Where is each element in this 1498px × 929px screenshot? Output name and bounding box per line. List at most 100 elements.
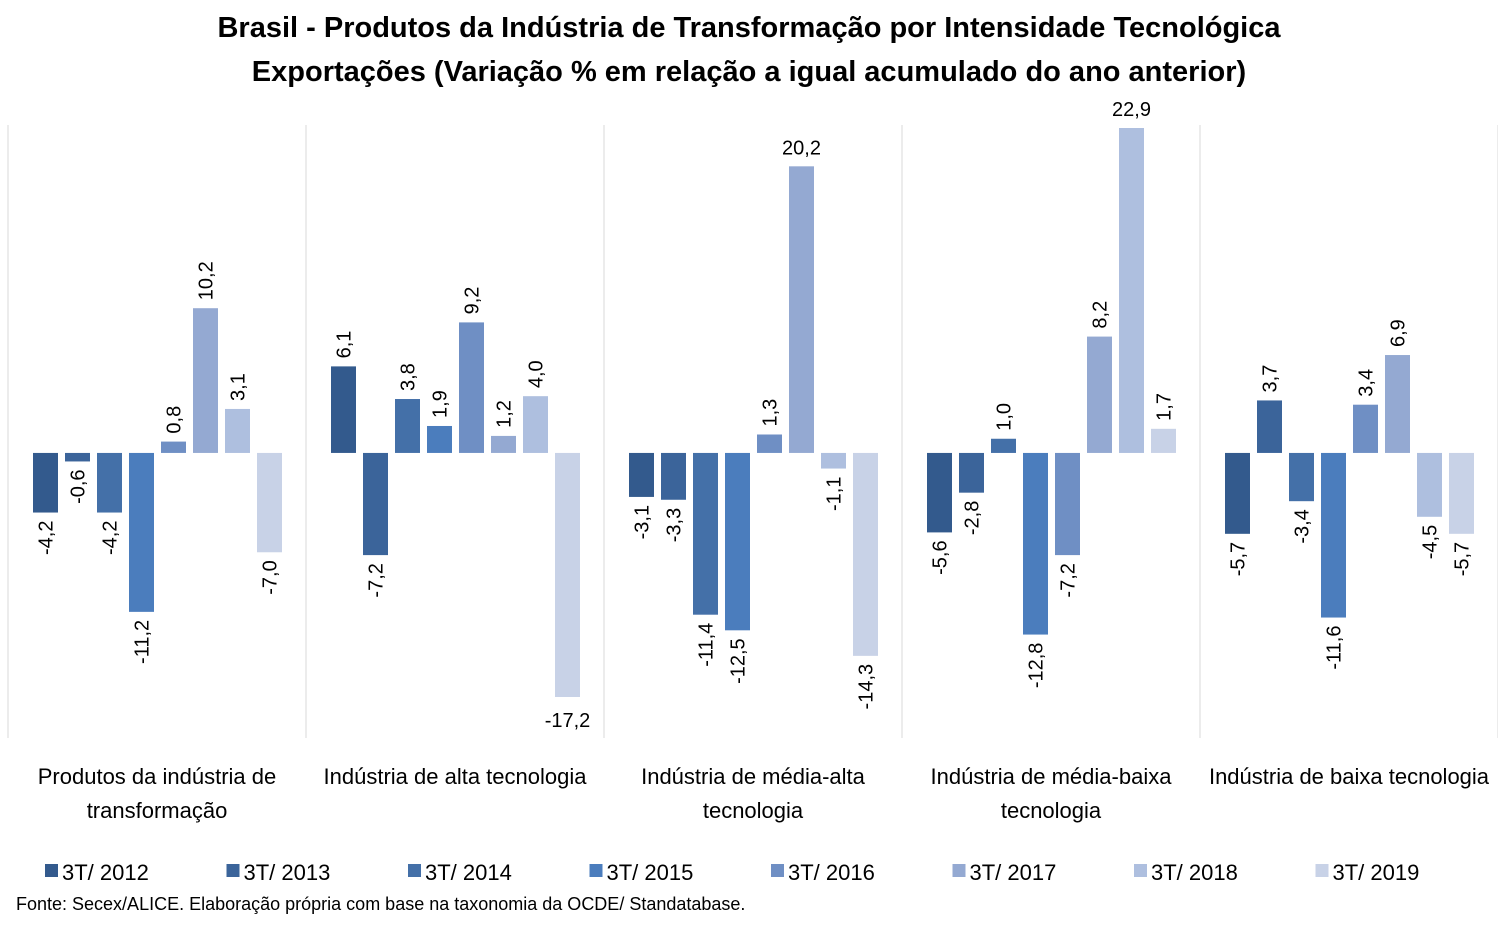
data-label: -2,8 — [962, 501, 984, 535]
data-label: 3,4 — [1356, 369, 1378, 397]
data-label: -1,1 — [824, 477, 846, 511]
bar — [1321, 452, 1346, 618]
data-label: 0,8 — [164, 406, 186, 434]
legend-swatch — [1315, 864, 1329, 877]
bar — [363, 452, 388, 556]
data-label: -0,6 — [68, 469, 90, 503]
data-label: 22,9 — [1112, 99, 1151, 121]
bar — [257, 452, 282, 553]
bar — [65, 452, 90, 462]
x-tick-label: Indústria de média-baixa tecnologia — [930, 764, 1172, 823]
legend-swatch — [1134, 864, 1147, 877]
legend-label: 3T/ 2017 — [970, 860, 1057, 885]
bar — [1257, 400, 1282, 453]
bar — [725, 452, 750, 631]
bar — [789, 166, 814, 453]
bar — [1119, 128, 1144, 453]
bar — [161, 441, 186, 453]
legend-label: 3T/ 2013 — [244, 860, 331, 885]
legend-swatch — [408, 864, 421, 877]
bar — [991, 438, 1016, 453]
data-label: -17,2 — [545, 710, 591, 732]
bar — [1449, 452, 1474, 534]
data-label: 10,2 — [196, 261, 218, 300]
bar — [927, 452, 952, 533]
bar — [459, 322, 484, 453]
data-label: 6,1 — [334, 331, 356, 359]
legend-swatch — [952, 864, 966, 877]
bar — [97, 452, 122, 513]
data-label: -4,2 — [36, 521, 58, 555]
bar — [555, 452, 580, 697]
data-label: -14,3 — [856, 664, 878, 710]
bar — [661, 452, 686, 500]
legend-label: 3T/ 2016 — [788, 860, 875, 885]
bar — [959, 452, 984, 493]
data-label: -7,2 — [366, 563, 388, 597]
data-label: -5,7 — [1228, 542, 1250, 576]
data-label: -11,6 — [1324, 626, 1346, 670]
legend-swatch — [45, 864, 58, 877]
data-label: 1,0 — [994, 403, 1016, 431]
legend-label: 3T/ 2019 — [1333, 860, 1420, 885]
source-note: Fonte: Secex/ALICE. Elaboração própria c… — [16, 894, 746, 914]
bar — [693, 452, 718, 615]
bar — [1055, 452, 1080, 556]
data-label: 1,9 — [430, 390, 452, 418]
data-label: -3,3 — [664, 508, 686, 542]
data-label: -4,2 — [100, 521, 122, 555]
data-label: 20,2 — [782, 137, 821, 159]
bar — [491, 435, 516, 453]
data-label: -11,4 — [696, 623, 718, 667]
chart-subtitle: Exportações (Variação % em relação a igu… — [251, 56, 1247, 88]
data-label: 9,2 — [462, 287, 484, 315]
data-label: -3,1 — [632, 505, 654, 539]
data-label: 6,9 — [1388, 319, 1410, 347]
bar — [331, 366, 356, 453]
bar — [853, 452, 878, 656]
data-label: 8,2 — [1090, 301, 1112, 329]
x-tick-label: Indústria de alta tecnologia — [323, 764, 587, 789]
legend-swatch — [226, 864, 240, 877]
data-label: -12,8 — [1026, 643, 1048, 689]
data-label: 3,1 — [228, 373, 250, 401]
bar — [1023, 452, 1048, 635]
legend-label: 3T/ 2012 — [62, 860, 149, 885]
legend-swatch — [771, 864, 784, 877]
data-label: -7,2 — [1058, 563, 1080, 597]
chart-title: Brasil - Produtos da Indústria de Transf… — [217, 12, 1281, 44]
bar — [129, 452, 154, 612]
data-label: 1,3 — [760, 399, 782, 427]
bar — [1353, 404, 1378, 453]
bar — [427, 425, 452, 453]
bar — [395, 399, 420, 453]
data-label: -5,7 — [1452, 542, 1474, 576]
data-label: 3,7 — [1260, 365, 1282, 393]
bar — [1087, 336, 1112, 453]
bar — [225, 408, 250, 453]
bar — [1289, 452, 1314, 502]
bar — [1385, 355, 1410, 453]
bar — [629, 452, 654, 497]
bar — [821, 452, 846, 469]
data-label: -11,2 — [132, 620, 154, 664]
bar — [193, 308, 218, 453]
data-label: -5,6 — [930, 540, 952, 574]
bar — [33, 452, 58, 513]
data-label: 1,2 — [494, 400, 516, 428]
bar — [1151, 428, 1176, 453]
x-tick-label: Indústria de média-alta tecnologia — [641, 764, 865, 823]
bar — [1417, 452, 1442, 517]
data-label: -7,0 — [260, 560, 282, 594]
data-label: 4,0 — [526, 360, 548, 388]
x-tick-label: Produtos da indústria de transformação — [37, 764, 277, 823]
data-label: -4,5 — [1420, 525, 1442, 559]
legend-label: 3T/ 2015 — [607, 860, 694, 885]
legend-swatch — [589, 864, 603, 877]
x-tick-label: Indústria de baixa tecnologia — [1208, 764, 1490, 789]
bar — [1225, 452, 1250, 534]
legend-label: 3T/ 2014 — [425, 860, 512, 885]
data-label: 1,7 — [1154, 393, 1176, 421]
